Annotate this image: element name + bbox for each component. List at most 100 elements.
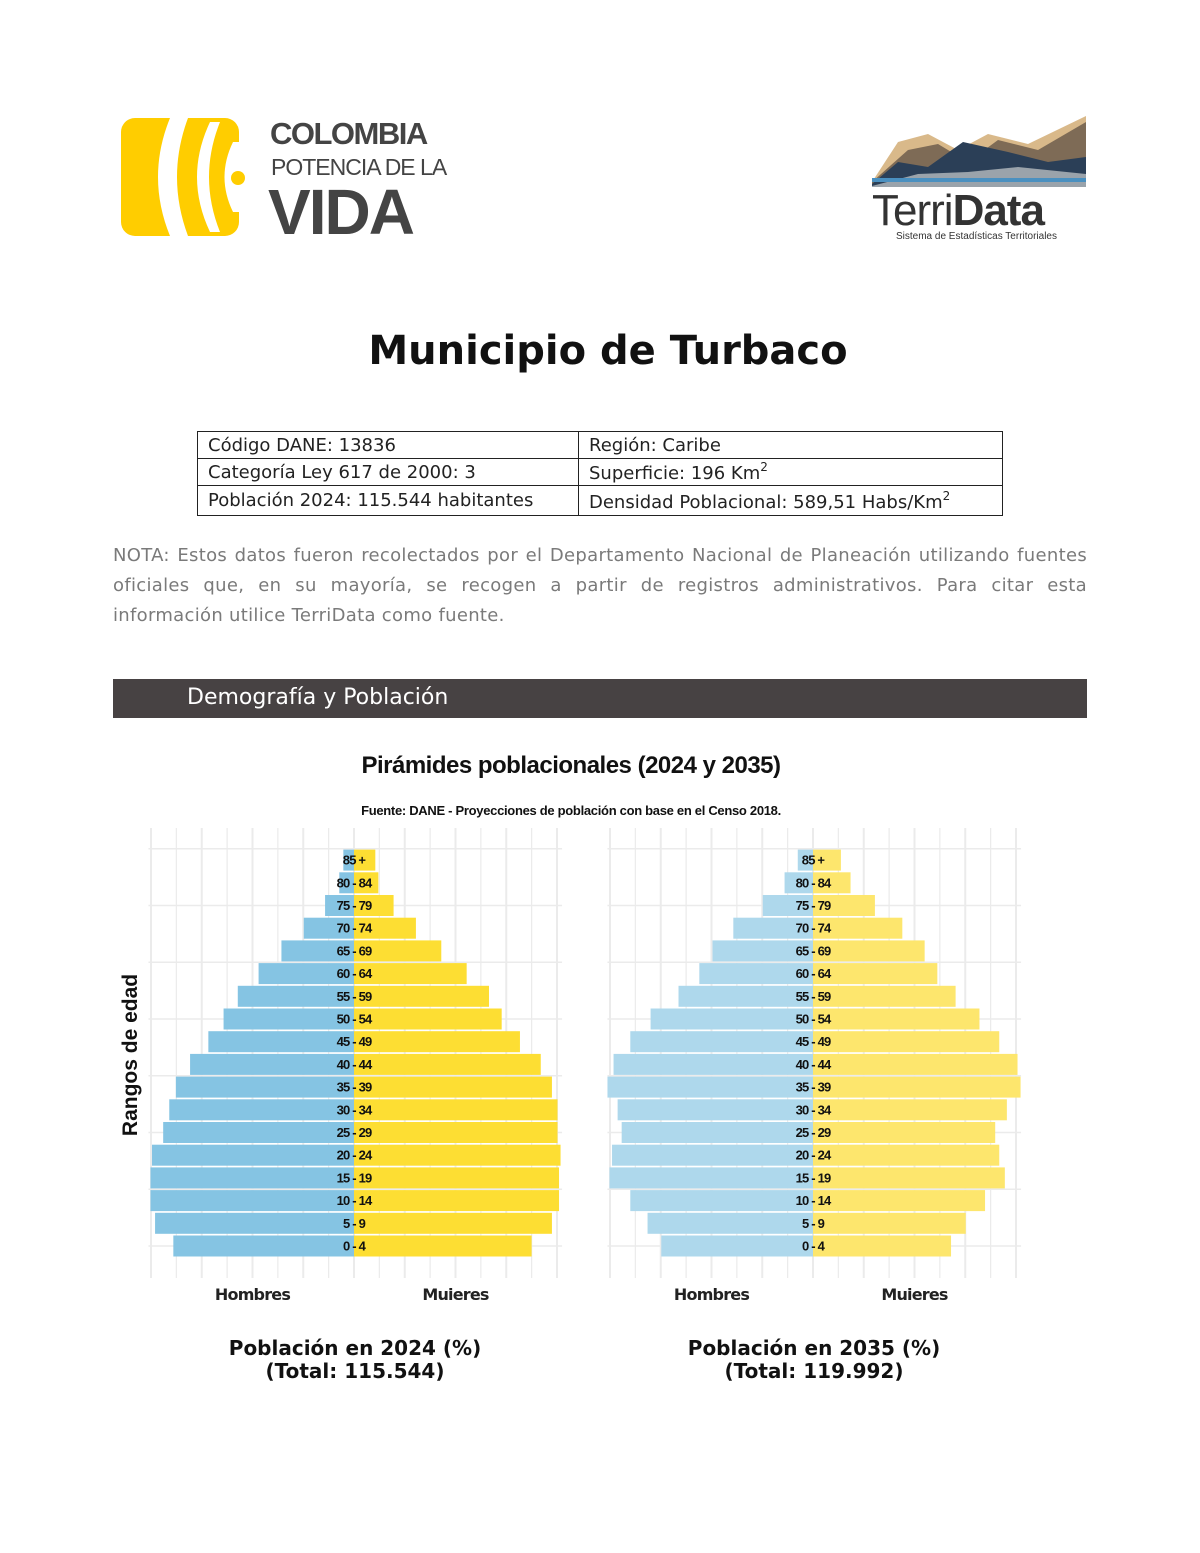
bar-mujeres — [354, 1076, 552, 1098]
bar-mujeres — [813, 1190, 986, 1212]
bar-hombres — [617, 1099, 813, 1121]
bar-mujeres — [354, 963, 467, 985]
section-header: Demografía y Población — [113, 679, 1087, 718]
age-range-label: 65 - 69 — [796, 943, 831, 958]
bar-hombres — [339, 872, 354, 894]
bar-mujeres — [354, 872, 379, 894]
bar-mujeres — [354, 849, 376, 871]
age-range-label: 20 - 24 — [337, 1148, 373, 1163]
bar-hombres — [152, 1144, 354, 1166]
bar-hombres — [150, 1167, 354, 1189]
age-range-label: 35 - 39 — [337, 1080, 372, 1095]
bar-mujeres — [813, 1008, 980, 1030]
bar-hombres — [678, 985, 813, 1007]
age-range-label: 50 - 54 — [337, 1012, 373, 1027]
age-range-label: 75 - 79 — [796, 898, 831, 913]
page-title: Municipio de Turbaco — [368, 328, 848, 374]
superscript: 2 — [942, 488, 951, 503]
table-row: Código DANE: 13836 Región: Caribe — [197, 431, 1003, 459]
bar-hombres — [237, 985, 354, 1007]
bar-hombres — [661, 1235, 813, 1257]
bar-hombres — [343, 849, 354, 871]
age-range-label: 80 - 84 — [337, 875, 373, 890]
bar-mujeres — [813, 1144, 1000, 1166]
bar-mujeres — [813, 849, 841, 871]
bar-mujeres — [354, 1144, 561, 1166]
density-text: Densidad Poblacional: 589,51 Habs/Km — [589, 491, 943, 513]
bar-mujeres — [813, 1167, 1005, 1189]
age-range-label: 10 - 14 — [796, 1193, 832, 1208]
bar-hombres — [650, 1008, 813, 1030]
bar-mujeres — [354, 1235, 532, 1257]
age-range-label: 0 - 4 — [802, 1239, 826, 1254]
svg-text:Sistema de Estadísticas Territ: Sistema de Estadísticas Territoriales — [896, 231, 1057, 242]
bar-hombres — [699, 963, 813, 985]
pyramid-2035: 0 - 4 5 - 9 10 - 14 15 - 19 20 - 24 25 - 29 30… — [607, 828, 1022, 1300]
bar-mujeres — [354, 1212, 552, 1234]
age-range-label: 55 - 59 — [796, 989, 831, 1004]
x-axis-title: Población en 2024 (%) — [228, 1336, 482, 1360]
bar-mujeres — [813, 985, 956, 1007]
age-range-label: 70 - 74 — [337, 921, 373, 936]
bar-mujeres — [354, 1122, 558, 1143]
age-range-label: 65 - 69 — [337, 943, 372, 958]
age-range-label: 45 - 49 — [337, 1034, 372, 1049]
bar-mujeres — [813, 1053, 1018, 1075]
age-range-label: 35 - 39 — [796, 1080, 831, 1095]
bar-mujeres — [813, 1235, 952, 1257]
bar-mujeres — [813, 1031, 1000, 1053]
chart-title: Pirámides poblacionales (2024 y 2035) — [361, 752, 781, 779]
bar-hombres — [762, 895, 813, 916]
bar-hombres — [630, 1031, 813, 1053]
bar-hombres — [155, 1212, 354, 1234]
bar-mujeres — [813, 895, 875, 916]
table-cell: Densidad Poblacional: 589,51 Habs/Km2 — [578, 485, 1003, 516]
bar-mujeres — [354, 1053, 541, 1075]
table-cell: Región: Caribe — [578, 431, 1003, 459]
population-pyramids: 0 - 4 5 - 9 10 - 14 15 - 19 20 - 24 25 - 29 30… — [148, 828, 1022, 1300]
legend-mujeres: Mujeres — [422, 1285, 489, 1300]
age-range-label: 70 - 74 — [796, 921, 832, 936]
bar-mujeres — [813, 1099, 1007, 1121]
bar-hombres — [173, 1235, 354, 1257]
age-range-label: 20 - 24 — [796, 1148, 832, 1163]
bar-hombres — [163, 1122, 354, 1143]
svg-text:POTENCIA DE LA: POTENCIA DE LA — [271, 154, 448, 180]
legend-hombres: Hombres — [674, 1285, 749, 1300]
bar-hombres — [784, 872, 813, 894]
bar-hombres — [621, 1122, 813, 1143]
age-range-label: 40 - 44 — [796, 1057, 832, 1072]
age-range-label: 15 - 19 — [796, 1170, 831, 1185]
age-range-label: 60 - 64 — [337, 966, 373, 981]
bar-mujeres — [354, 1008, 502, 1030]
age-range-label: 5 - 9 — [343, 1216, 366, 1231]
table-row: Categoría Ley 617 de 2000: 3 Superficie:… — [197, 458, 1003, 486]
table-cell: Categoría Ley 617 de 2000: 3 — [197, 458, 579, 486]
age-range-label: 0 - 4 — [343, 1239, 367, 1254]
bar-mujeres — [813, 1122, 996, 1143]
svg-text:COLOMBIA: COLOMBIA — [270, 116, 428, 151]
age-range-label: 55 - 59 — [337, 989, 372, 1004]
bar-hombres — [281, 940, 354, 962]
bar-hombres — [630, 1190, 813, 1212]
surface-text: Superficie: 196 Km — [589, 463, 761, 484]
x-axis-total: (Total: 115.544) — [265, 1359, 445, 1383]
bar-hombres — [733, 917, 813, 939]
bar-hombres — [190, 1053, 354, 1075]
bar-mujeres — [813, 917, 903, 939]
bar-mujeres — [354, 1167, 560, 1189]
age-range-label: 5 - 9 — [802, 1216, 825, 1231]
bar-mujeres — [354, 985, 489, 1007]
bar-hombres — [609, 1167, 813, 1189]
bar-mujeres — [813, 1076, 1021, 1098]
bar-hombres — [258, 963, 354, 985]
table-row: Población 2024: 115.544 habitantes Densi… — [197, 485, 1003, 516]
legend-hombres: Hombres — [215, 1285, 290, 1300]
bar-hombres — [613, 1053, 813, 1075]
bar-hombres — [325, 895, 354, 916]
bar-mujeres — [813, 1212, 966, 1234]
bar-mujeres — [354, 1031, 520, 1053]
age-range-label: 45 - 49 — [796, 1034, 831, 1049]
age-range-label: 25 - 29 — [337, 1125, 372, 1140]
